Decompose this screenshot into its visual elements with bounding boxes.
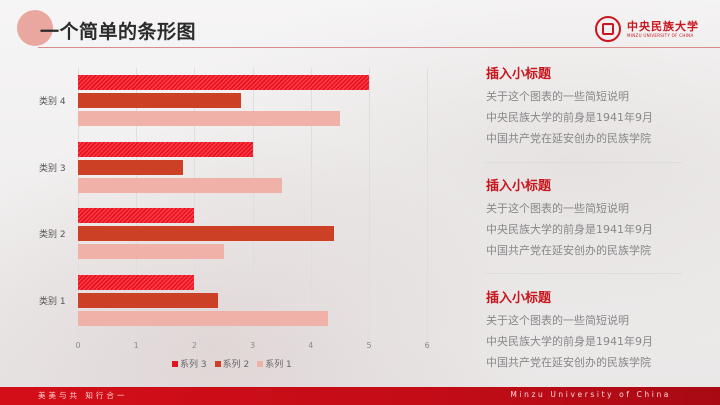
note-card: 插入小标题关于这个图表的一些简短说明中央民族大学的前身是1941年9月 中国共产党… xyxy=(486,176,696,261)
legend-label: 系列 3 xyxy=(180,360,207,370)
emblem-icon xyxy=(595,16,621,42)
card-text-line: 中央民族大学的前身是1941年9月 xyxy=(486,223,653,236)
bar-series-3[interactable] xyxy=(78,275,195,290)
card-text-line: 中国共产党在延安创办的民族学院 xyxy=(486,132,651,145)
card-text-line: 关于这个图表的一些简短说明 xyxy=(486,90,629,103)
card-text-line: 中国共产党在延安创办的民族学院 xyxy=(486,244,651,257)
note-card: 插入小标题关于这个图表的一些简短说明中央民族大学的前身是1941年9月 中国共产党… xyxy=(486,64,696,149)
x-tick-label: 0 xyxy=(75,341,81,350)
legend-swatch-icon xyxy=(257,360,264,367)
bar-series-2[interactable] xyxy=(78,293,218,308)
category-label: 类别 4 xyxy=(39,97,66,107)
gridline xyxy=(310,68,312,350)
bar-series-2[interactable] xyxy=(78,160,183,175)
legend-item[interactable]: 系列 2 xyxy=(214,357,250,370)
gridline xyxy=(252,68,254,350)
bar-series-2[interactable] xyxy=(78,226,335,241)
x-tick-label: 3 xyxy=(250,341,256,350)
x-tick-label: 5 xyxy=(366,341,372,350)
logo-name-cn: 中央民族大学 xyxy=(627,20,699,33)
bar-series-1[interactable] xyxy=(78,244,224,259)
footer-english: Minzu University of China xyxy=(510,390,671,399)
card-text-line: 关于这个图表的一些简短说明 xyxy=(486,314,629,327)
x-tick-label: 1 xyxy=(133,341,139,350)
bar-series-1[interactable] xyxy=(78,311,329,326)
bar-series-2[interactable] xyxy=(78,93,241,108)
title-decoration-circle xyxy=(17,10,53,46)
legend-label: 系列 1 xyxy=(265,360,292,370)
legend-swatch-icon xyxy=(214,360,221,367)
card-title: 插入小标题 xyxy=(486,179,552,194)
bar-series-3[interactable] xyxy=(78,142,253,157)
title-underline xyxy=(38,47,720,48)
x-tick-label: 6 xyxy=(424,341,430,350)
divider xyxy=(486,273,682,274)
card-title: 插入小标题 xyxy=(486,67,552,82)
logo-name-en: MINZU UNIVERSITY OF CHINA xyxy=(627,33,694,38)
footer-bar: 美美与共 知行合一 Minzu University of China xyxy=(0,387,720,405)
gridline xyxy=(427,68,429,350)
card-title: 插入小标题 xyxy=(486,291,552,306)
university-logo: 中央民族大学 MINZU UNIVERSITY OF CHINA xyxy=(595,16,705,44)
legend-label: 系列 2 xyxy=(222,360,250,370)
card-text-line: 中国共产党在延安创办的民族学院 xyxy=(486,356,651,369)
card-text-line: 中央民族大学的前身是1941年9月 xyxy=(486,111,653,124)
legend-swatch-icon xyxy=(172,360,178,367)
bar-series-3[interactable] xyxy=(78,75,369,90)
category-label: 类别 3 xyxy=(39,164,66,174)
x-tick-label: 4 xyxy=(308,341,314,350)
x-tick-label: 2 xyxy=(191,341,197,350)
bar-chart: 0 1 2 3 4 5 6 类别 1 类别 2 类别 3 类别 4 系列 3 系列 2 系列 1 xyxy=(0,60,440,375)
bar-series-3[interactable] xyxy=(78,208,195,223)
category-label: 类别 2 xyxy=(39,230,66,240)
bar-series-1[interactable] xyxy=(78,178,282,193)
divider xyxy=(486,162,682,163)
legend-item[interactable]: 系列 1 xyxy=(257,357,292,370)
page-title: 一个简单的条形图 xyxy=(40,21,197,43)
card-text-line: 中央民族大学的前身是1941年9月 xyxy=(486,335,653,348)
footer-motto: 美美与共 知行合一 xyxy=(38,391,128,400)
bar-series-1[interactable] xyxy=(78,111,340,126)
gridline xyxy=(194,68,196,350)
card-text-line: 关于这个图表的一些简短说明 xyxy=(486,202,629,215)
category-label: 类别 1 xyxy=(39,297,66,307)
note-card: 插入小标题关于这个图表的一些简短说明中央民族大学的前身是1941年9月 中国共产党… xyxy=(486,288,696,373)
chart-legend: 系列 3 系列 2 系列 1 xyxy=(172,357,292,370)
legend-item[interactable]: 系列 3 xyxy=(172,357,207,370)
gridline xyxy=(369,68,370,350)
slide-header: 一个简单的条形图 中央民族大学 MINZU UNIVERSITY OF CHIN… xyxy=(0,0,720,50)
